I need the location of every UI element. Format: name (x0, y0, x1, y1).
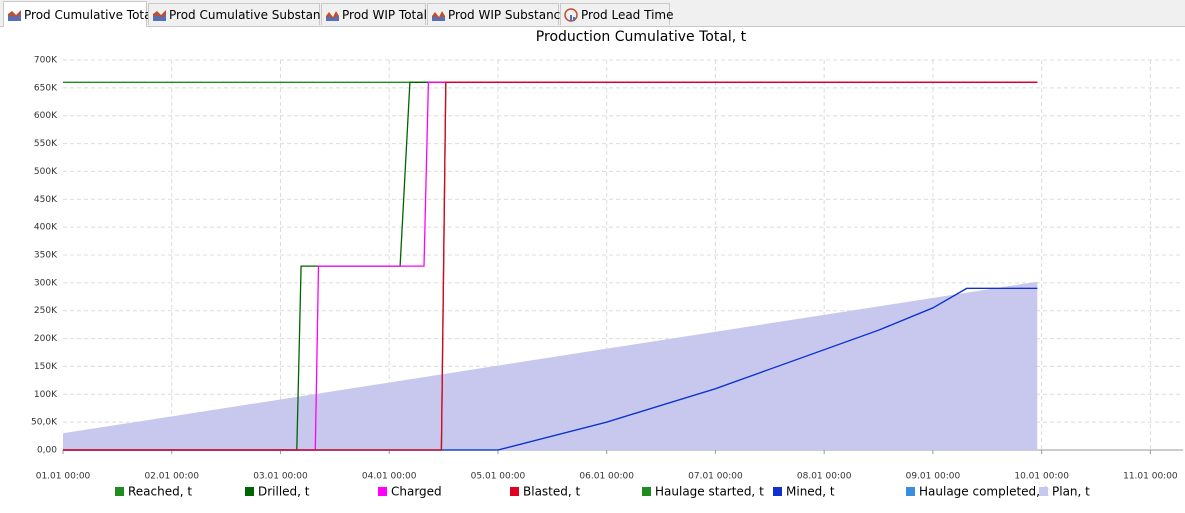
x-tick-label: 08.01 00:00 (797, 472, 852, 482)
y-tick-label: 300K (34, 278, 58, 288)
tab-bar: Prod Cumulative Total Prod Cumulative Su… (0, 0, 1185, 27)
tab-icon (432, 11, 445, 21)
tab-label: Prod WIP Total (342, 8, 427, 22)
plan-area (63, 281, 1038, 450)
legend-label: Haulage completed, t (919, 485, 1049, 499)
tab-icon (8, 10, 21, 21)
y-tick-label: 650K (34, 83, 58, 93)
tab-label: Prod WIP Substance (448, 8, 568, 22)
tab[interactable]: Prod WIP Total (321, 3, 427, 25)
x-tick-label: 07.01 00:00 (688, 472, 743, 482)
y-tick-label: 350K (34, 251, 58, 261)
tab[interactable]: Prod WIP Substance (427, 3, 568, 25)
y-tick-label: 0,00 (37, 446, 57, 456)
tab-icon (564, 8, 578, 22)
x-tick-label: 10.01 00:00 (1014, 472, 1069, 482)
x-tick-label: 09.01 00:00 (906, 472, 961, 482)
legend-swatch (115, 487, 124, 496)
legend-label: Blasted, t (523, 485, 581, 499)
tab-label: Prod Cumulative Substance (169, 8, 335, 22)
tab-icon (153, 10, 166, 21)
y-tick-label: 550K (34, 139, 58, 149)
legend-label: Charged (391, 485, 442, 499)
legend-swatch (378, 487, 387, 496)
legend-swatch (906, 487, 915, 496)
legend-label: Plan, t (1052, 485, 1090, 499)
legend-swatch (510, 487, 519, 496)
y-tick-label: 100K (34, 390, 58, 400)
legend-label: Mined, t (786, 485, 835, 499)
y-tick-label: 200K (34, 334, 58, 344)
x-tick-label: 05.01 00:00 (471, 472, 526, 482)
legend-label: Drilled, t (258, 485, 310, 499)
tab-icon (326, 11, 339, 21)
chart-title: Production Cumulative Total, t (536, 29, 747, 45)
chart: Production Cumulative Total, t 0,00 50,0K… (31, 29, 1183, 499)
series-line (63, 81, 1038, 451)
y-tick-label: 700K (34, 56, 58, 66)
series-line (63, 287, 1038, 451)
legend-swatch (773, 487, 782, 496)
tab-label: Prod Cumulative Total (24, 8, 155, 22)
x-tick-label: 01.01 00:00 (36, 472, 91, 482)
tab[interactable]: Prod Cumulative Total (3, 1, 155, 27)
x-tick-label: 02.01 00:00 (144, 472, 199, 482)
y-tick-label: 250K (34, 306, 58, 316)
legend-swatch (1039, 487, 1048, 496)
tab[interactable]: Prod Lead Time (560, 3, 674, 25)
x-tick-label: 03.01 00:00 (253, 472, 308, 482)
legend-swatch (245, 487, 254, 496)
y-tick-label: 600K (34, 111, 58, 121)
legend-label: Haulage started, t (655, 485, 764, 499)
tab-label: Prod Lead Time (581, 8, 674, 22)
y-tick-label: 500K (34, 167, 58, 177)
tab[interactable]: Prod Cumulative Substance (148, 3, 335, 25)
y-tick-label: 150K (34, 362, 58, 372)
y-tick-label: 400K (34, 223, 58, 233)
x-tick-label: 06.01 00:00 (579, 472, 634, 482)
x-tick-label: 11.01 00:00 (1123, 472, 1178, 482)
x-tick-label: 04.01 00:00 (362, 472, 417, 482)
y-tick-label: 50,0K (31, 418, 58, 428)
y-tick-label: 450K (34, 195, 58, 205)
legend-swatch (642, 487, 651, 496)
legend-label: Reached, t (128, 485, 192, 499)
